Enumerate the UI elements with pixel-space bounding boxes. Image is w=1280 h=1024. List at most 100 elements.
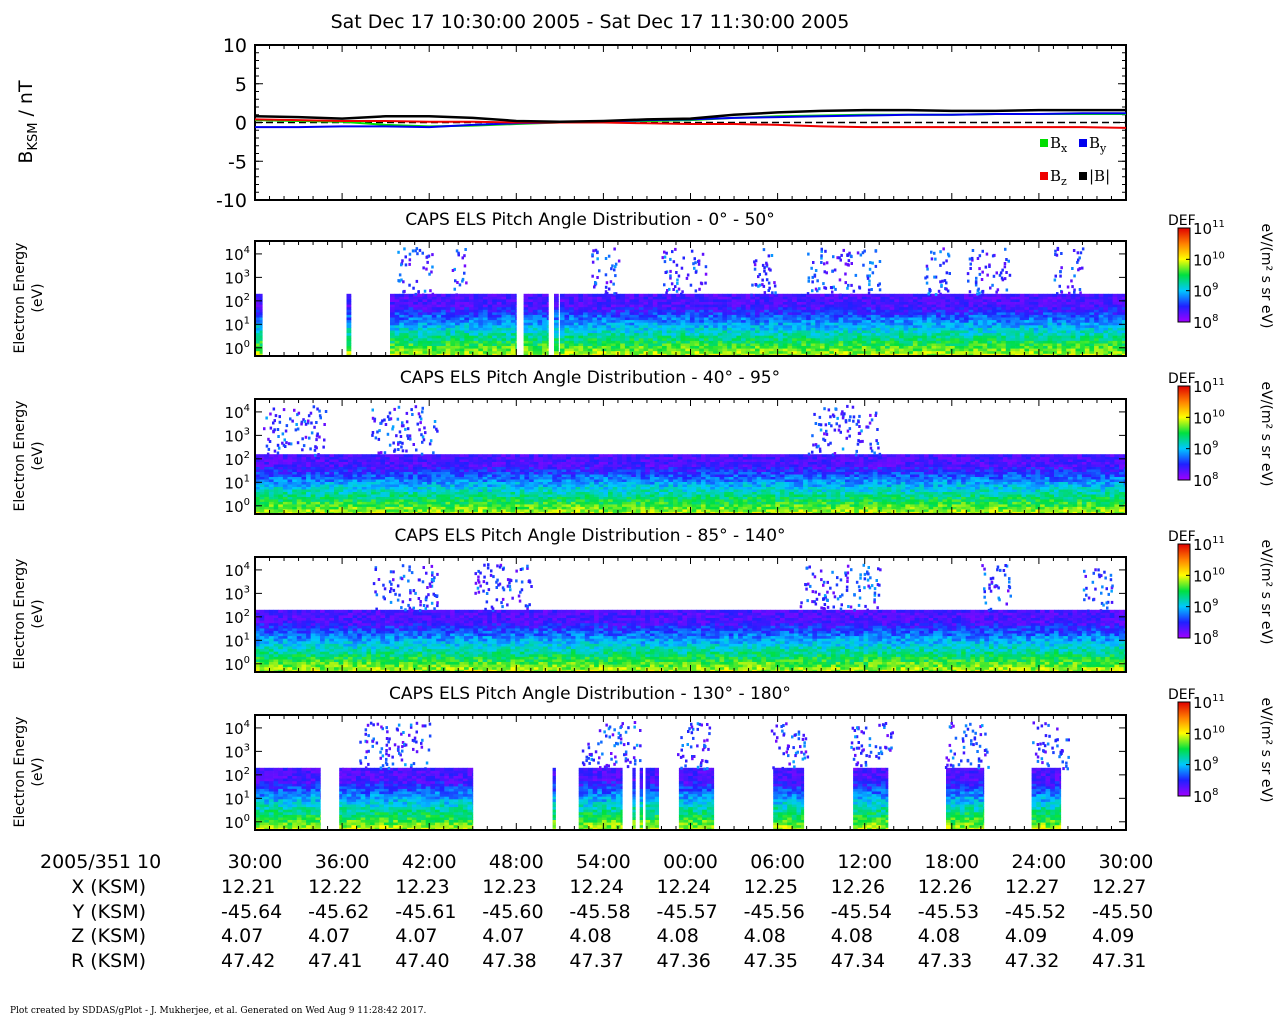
spectrogram-cell [496,340,502,344]
spectrogram-cell [694,309,700,313]
spectrogram-cell [815,348,821,352]
spectrogram-cell [320,456,325,460]
spectrogram-cell [945,314,951,318]
burst-pixel [676,293,679,297]
spectrogram-cell [564,311,570,315]
spectrogram-cell [694,306,700,310]
spectrogram-cell [1070,319,1076,323]
spectrogram-cell [815,335,821,339]
spectrogram-cell [875,301,881,305]
spectrogram-cell [662,317,667,321]
spectrogram-cell [469,317,474,321]
spectrogram-cell [620,343,626,346]
spectrogram-cell [926,319,932,323]
spectrogram-cell [736,306,742,310]
spectrogram-cell [1108,350,1113,354]
burst-pixel [1003,265,1007,269]
spectrogram-cell [866,335,872,339]
spectrogram-cell [782,296,788,300]
spectrogram-cell [787,317,793,321]
spectrogram-cell [954,345,960,349]
spectrogram-cell [1024,319,1030,323]
spectrogram-cell [871,343,877,346]
spectrogram-cell [1084,314,1090,318]
spectrogram-cell [764,311,770,315]
spectrogram-cell [889,299,895,302]
spectrogram-cell [1061,304,1067,308]
spectrogram-cell [473,304,479,308]
spectrogram-cell [759,343,765,346]
spectrogram-cell [885,327,890,331]
spectrogram-cell [977,309,983,313]
burst-pixel [823,286,826,290]
spectrogram-cell [417,340,423,344]
spectrogram-cell [857,343,863,346]
spectrogram-cell [717,304,723,308]
spectrogram-cell [441,314,447,318]
spectrogram-cell [648,304,654,308]
spectrogram-cell [255,496,260,500]
spectrogram-cell [866,293,872,297]
spectrogram-cell [492,348,498,352]
spectrogram-cell [745,319,751,323]
spectrogram-cell [838,306,844,310]
spectrogram-cell [671,335,677,339]
spectrogram-cell [792,348,798,352]
burst-pixel [693,266,696,270]
spectrogram-cell [1112,322,1118,326]
spectrogram-cell [731,343,737,346]
spectrogram-cell [815,299,821,302]
spectrogram-cell [542,304,548,308]
spectrogram-cell [903,293,909,297]
spectrogram-cell [329,476,335,480]
spectrogram-cell [787,311,793,315]
spectrogram-cell [727,322,733,326]
spectrogram-cell [592,345,598,349]
spectrogram-cell [685,301,691,305]
spectrogram-cell [885,332,890,336]
spectrogram-cell [478,332,484,336]
spectrogram-cell [899,306,904,310]
spectrogram-cell [259,481,265,485]
spectrogram-cell [408,306,414,310]
spectrogram-cell [801,299,807,302]
spectrogram-cell [1019,327,1025,331]
spectrogram-cell [764,348,770,352]
spectrogram-cell [573,324,579,328]
spectrogram-cell [954,340,960,344]
burst-pixel [811,289,814,293]
spectrogram-cell [806,324,812,328]
spectrogram-cell [1075,299,1081,302]
spectrogram-cell [908,350,914,354]
spectrogram-cell [1075,350,1081,354]
spectrogram-cell [496,330,502,334]
spectrogram-cell [1005,345,1011,349]
spectrogram-cell [1066,309,1072,313]
spectrogram-cell [912,301,918,305]
spectrogram-cell [296,466,302,470]
burst-pixel [417,290,420,294]
spectrogram-cell [569,317,575,321]
spectrogram-cell [399,296,405,300]
spectrogram-cell [755,296,760,300]
spectrogram-cell [399,330,405,334]
spectrogram-cell [255,343,260,346]
spectrogram-cell [680,309,686,313]
spectrogram-cell [680,304,686,308]
spectrogram-cell [259,324,263,328]
spectrogram-cell [1001,330,1007,334]
spectrogram-cell [1103,335,1109,339]
spectrogram-cell [394,301,400,305]
spectrogram-cell [899,324,904,328]
burst-pixel [968,290,972,294]
spectrogram-cell [278,466,284,470]
spectrogram-cell [255,509,260,512]
spectrogram-cell [750,348,756,352]
spectrogram-cell [1029,293,1034,297]
spectrogram-cell [427,330,433,334]
spectrogram-cell [1056,335,1062,339]
spectrogram-cell [1075,314,1081,318]
spectrogram-cell [450,350,456,354]
spectrogram-cell [624,335,630,339]
spectrogram-cell [982,317,988,321]
